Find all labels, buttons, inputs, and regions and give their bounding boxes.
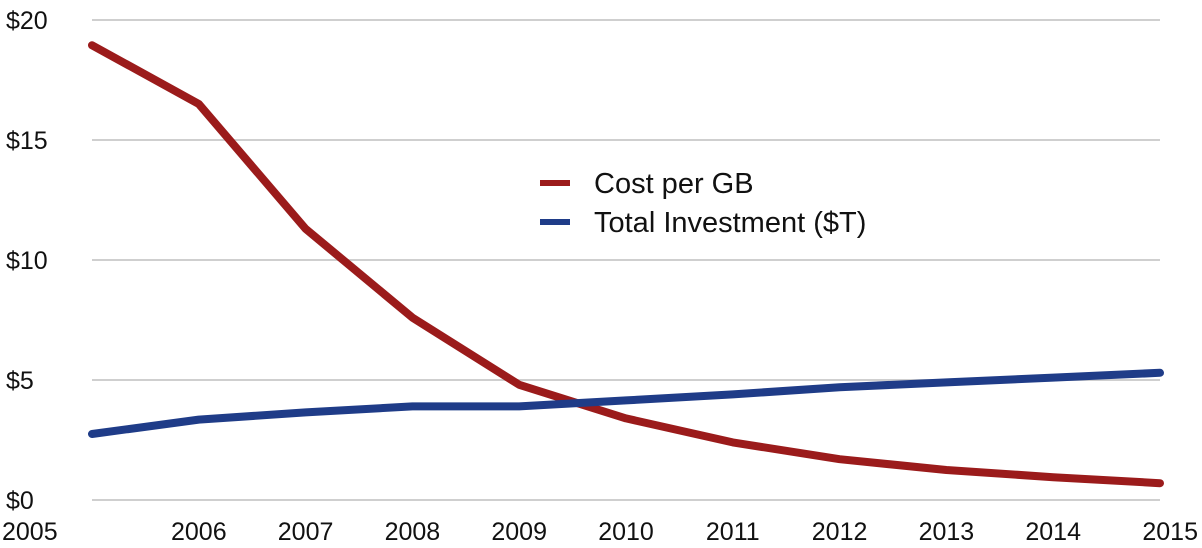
x-tick-label: 2005 xyxy=(2,518,58,546)
series-line-1 xyxy=(88,368,1164,438)
x-tick-label: 2015 xyxy=(1142,518,1198,546)
y-tick-label: $5 xyxy=(6,367,34,395)
y-tick-label: $20 xyxy=(6,7,48,35)
x-tick-label: 2011 xyxy=(706,518,760,546)
x-axis-labels: 2005 2006 2007 2008 2009 2010 2011 2012 2013 2014… xyxy=(2,518,1198,546)
series-line-0 xyxy=(88,41,1164,488)
legend: Cost per GB Total Investment ($T) xyxy=(540,168,866,239)
x-tick-label: 2014 xyxy=(1025,518,1081,546)
x-tick-label: 2010 xyxy=(598,518,654,546)
y-tick-label: $15 xyxy=(6,127,48,155)
legend-label-cost-per-gb: Cost per GB xyxy=(594,168,754,200)
x-tick-label: 2006 xyxy=(171,518,227,546)
x-tick-label: 2007 xyxy=(278,518,334,546)
y-tick-label: $10 xyxy=(6,247,48,275)
series-layer xyxy=(88,41,1164,488)
grid-layer xyxy=(92,19,1160,501)
x-tick-label: 2008 xyxy=(385,518,441,546)
x-tick-label: 2009 xyxy=(491,518,547,546)
y-tick-label: $0 xyxy=(6,487,34,515)
x-tick-label: 2013 xyxy=(919,518,975,546)
y-axis-labels: $0 $5 $10 $15 $20 xyxy=(6,7,48,515)
legend-label-total-investment: Total Investment ($T) xyxy=(594,207,866,239)
x-tick-label: 2012 xyxy=(812,518,868,546)
